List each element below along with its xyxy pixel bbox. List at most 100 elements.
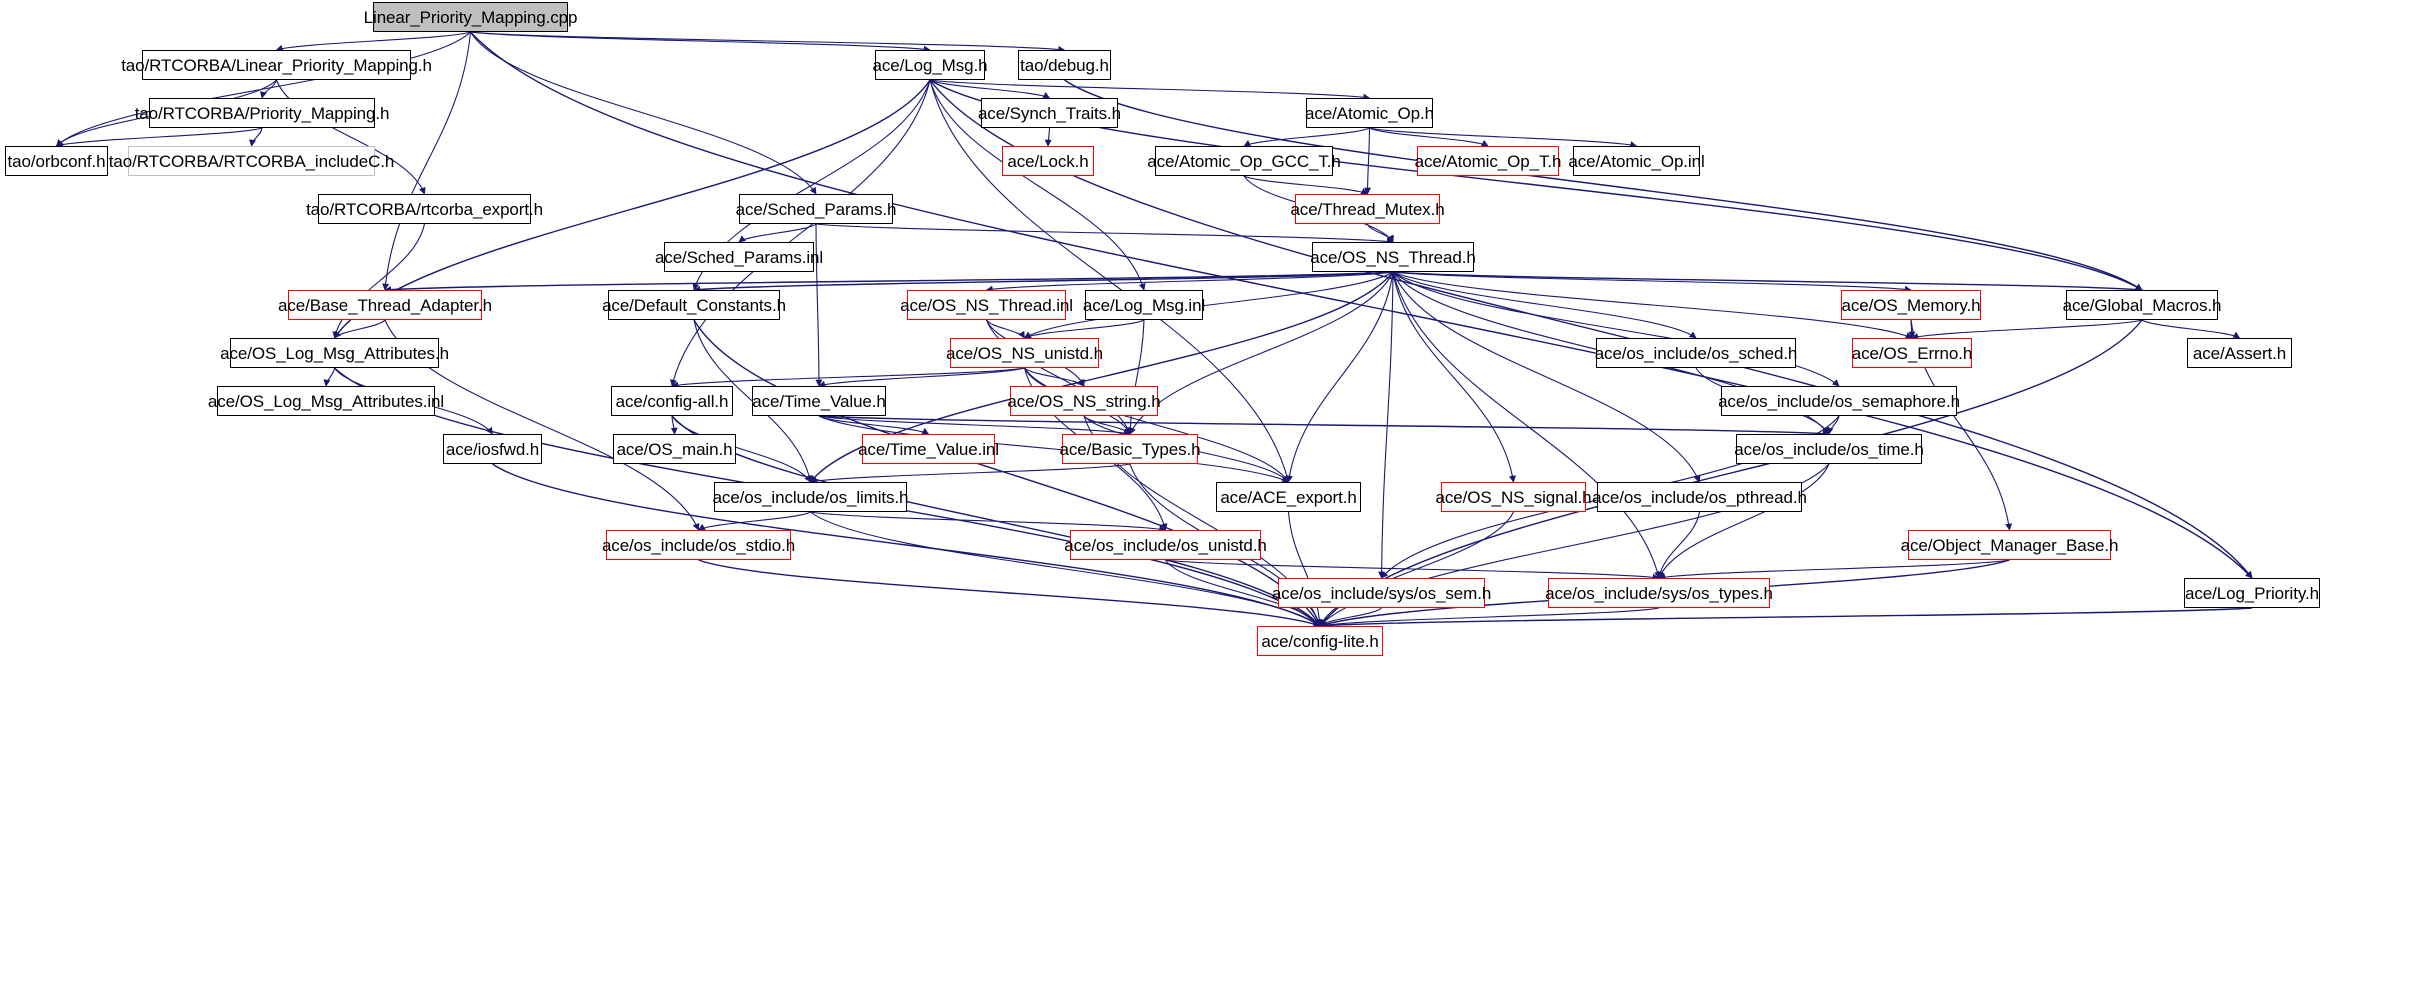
graph-node-root[interactable]: Linear_Priority_Mapping.cpp xyxy=(364,2,577,32)
graph-edge xyxy=(1287,511,1323,627)
graph-node-os_include_os_sema_h[interactable]: ace/os_include/os_semaphore.h xyxy=(1718,386,1960,416)
graph-node-os_include_os_sched_h[interactable]: ace/os_include/os_sched.h xyxy=(1595,338,1797,368)
graph-edge xyxy=(818,415,1131,437)
graph-node-thread_mutex_h[interactable]: ace/Thread_Mutex.h xyxy=(1290,194,1445,224)
graph-node-label: ace/Log_Msg.inl xyxy=(1082,295,1206,315)
graph-node-os_log_msg_attr_inl[interactable]: ace/OS_Log_Msg_Attributes.inl xyxy=(208,386,444,416)
graph-edge xyxy=(738,223,817,243)
graph-node-lock_h[interactable]: ace/Lock.h xyxy=(1002,146,1094,176)
graph-edge xyxy=(384,271,1394,294)
graph-node-label: ace/Synch_Traits.h xyxy=(977,103,1122,123)
graph-node-label: tao/orbconf.h xyxy=(7,151,106,171)
graph-node-sched_params_inl[interactable]: ace/Sched_Params.inl xyxy=(655,242,823,272)
graph-node-ace_export_h[interactable]: ace/ACE_export.h xyxy=(1216,482,1361,512)
graph-node-log_priority_h[interactable]: ace/Log_Priority.h xyxy=(2184,578,2320,608)
graph-edge xyxy=(1378,271,1394,579)
graph-node-synch_traits_h[interactable]: ace/Synch_Traits.h xyxy=(977,98,1122,128)
graph-edge xyxy=(1285,271,1394,483)
graph-node-os_ns_unistd_h[interactable]: ace/OS_NS_unistd.h xyxy=(946,338,1103,368)
graph-node-label: ace/OS_NS_Thread.h xyxy=(1310,247,1476,267)
graph-node-orbconf_h[interactable]: tao/orbconf.h xyxy=(5,146,108,176)
graph-node-prio_map_h[interactable]: tao/RTCORBA/Priority_Mapping.h xyxy=(135,98,389,128)
graph-edge xyxy=(1369,127,1638,148)
graph-node-label: ace/OS_NS_string.h xyxy=(1007,391,1161,411)
graph-node-os_include_os_stdio_h[interactable]: ace/os_include/os_stdio.h xyxy=(602,530,795,560)
graph-edge xyxy=(1083,415,1131,435)
graph-edge xyxy=(671,367,1025,389)
graph-node-os_ns_thread_h[interactable]: ace/OS_NS_Thread.h xyxy=(1310,242,1476,272)
graph-edge xyxy=(1656,511,1701,579)
graph-edge xyxy=(1392,271,1697,339)
graph-edge xyxy=(1243,127,1370,147)
graph-node-os_include_sys_os_sem_h[interactable]: ace/os_include/sys/os_sem.h xyxy=(1272,578,1491,608)
graph-node-atomic_op_gcc_t_h[interactable]: ace/Atomic_Op_GCC_T.h xyxy=(1147,146,1341,176)
graph-node-atomic_op_h[interactable]: ace/Atomic_Op.h xyxy=(1305,98,1434,128)
graph-edge xyxy=(1658,559,2010,581)
graph-node-label: ace/Base_Thread_Adapter.h xyxy=(278,295,492,315)
graph-node-label: ace/Atomic_Op_T.h xyxy=(1414,151,1562,171)
graph-node-time_value_h[interactable]: ace/Time_Value.h xyxy=(752,386,886,416)
graph-node-os_memory_h[interactable]: ace/OS_Memory.h xyxy=(1841,290,1981,320)
graph-node-iosfwd_h[interactable]: ace/iosfwd.h xyxy=(443,434,542,464)
graph-edge xyxy=(1319,607,1382,627)
graph-node-default_constants_h[interactable]: ace/Default_Constants.h xyxy=(602,290,786,320)
graph-node-config_all_h[interactable]: ace/config-all.h xyxy=(611,386,733,416)
graph-edge xyxy=(1319,607,2253,630)
graph-node-global_macros_h[interactable]: ace/Global_Macros.h xyxy=(2063,290,2221,320)
graph-edge xyxy=(1364,127,1372,195)
graph-node-label: ace/Default_Constants.h xyxy=(602,295,786,315)
graph-node-os_include_os_unistd_h[interactable]: ace/os_include/os_unistd.h xyxy=(1064,530,1267,560)
graph-node-os_errno_h[interactable]: ace/OS_Errno.h xyxy=(1852,338,1972,368)
graph-node-log_msg_inl[interactable]: ace/Log_Msg.inl xyxy=(1082,290,1206,320)
graph-node-assert_h[interactable]: ace/Assert.h xyxy=(2187,338,2292,368)
graph-node-base_thread_adapter_h[interactable]: ace/Base_Thread_Adapter.h xyxy=(278,290,492,320)
graph-node-os_include_os_pthread_h[interactable]: ace/os_include/os_pthread.h xyxy=(1592,482,1807,512)
graph-node-label: ace/Thread_Mutex.h xyxy=(1290,199,1445,219)
graph-node-label: tao/debug.h xyxy=(1020,55,1109,75)
graph-node-basic_types_h[interactable]: ace/Basic_Types.h xyxy=(1060,434,1201,464)
graph-node-config_lite_h[interactable]: ace/config-lite.h xyxy=(1257,626,1383,656)
graph-node-os_main_h[interactable]: ace/OS_main.h xyxy=(613,434,736,464)
graph-node-label: ace/config-lite.h xyxy=(1261,631,1379,651)
graph-node-rtcorba_includec_h[interactable]: tao/RTCORBA/RTCORBA_includeC.h xyxy=(109,146,394,176)
graph-edge xyxy=(1064,79,2143,291)
graph-node-rtcorba_export_h[interactable]: tao/RTCORBA/rtcorba_export.h xyxy=(306,194,543,224)
graph-edge xyxy=(249,127,263,147)
graph-node-label: ace/os_include/os_semaphore.h xyxy=(1718,391,1960,411)
graph-node-lpm_h[interactable]: tao/RTCORBA/Linear_Priority_Mapping.h xyxy=(121,50,432,80)
graph-node-label: tao/RTCORBA/Priority_Mapping.h xyxy=(134,103,390,123)
graph-edge xyxy=(1911,319,2143,340)
graph-node-label: ace/Atomic_Op.h xyxy=(1305,103,1434,123)
graph-edge xyxy=(1392,271,1516,483)
graph-node-atomic_op_inl[interactable]: ace/Atomic_Op.inl xyxy=(1568,146,1705,176)
graph-node-os_include_os_limits_h[interactable]: ace/os_include/os_limits.h xyxy=(713,482,909,512)
graph-node-label: tao/RTCORBA/rtcorba_export.h xyxy=(306,199,543,219)
graph-node-os_ns_signal_h[interactable]: ace/OS_NS_signal.h xyxy=(1436,482,1592,512)
graph-edge xyxy=(1023,271,1394,339)
graph-edge xyxy=(1044,127,1052,147)
graph-node-label: ace/os_include/os_stdio.h xyxy=(601,535,796,555)
graph-edge xyxy=(670,415,678,435)
graph-node-label: ace/Object_Manager_Base.h xyxy=(1900,535,2119,555)
graph-edge xyxy=(697,511,811,531)
graph-edge xyxy=(1826,415,1840,435)
graph-node-os_ns_string_h[interactable]: ace/OS_NS_string.h xyxy=(1007,386,1161,416)
graph-node-os_ns_thread_inl[interactable]: ace/OS_NS_Thread.inl xyxy=(900,290,1073,320)
graph-node-tao_debug_h[interactable]: tao/debug.h xyxy=(1018,50,1111,80)
graph-edge xyxy=(693,271,1394,293)
graph-node-os_include_os_time_h[interactable]: ace/os_include/os_time.h xyxy=(1734,434,1924,464)
graph-node-label: ace/iosfwd.h xyxy=(445,439,540,459)
graph-node-log_msg_h[interactable]: ace/Log_Msg.h xyxy=(873,50,988,80)
graph-node-os_log_msg_attr_h[interactable]: ace/OS_Log_Msg_Attributes.h xyxy=(220,338,449,368)
graph-node-object_manager_base_h[interactable]: ace/Object_Manager_Base.h xyxy=(1901,530,2118,560)
graph-node-label: ace/config-all.h xyxy=(615,391,729,411)
graph-edge xyxy=(929,79,1371,101)
graph-node-sched_params_h[interactable]: ace/Sched_Params.h xyxy=(736,194,896,224)
graph-node-label: ace/os_include/sys/os_types.h xyxy=(1545,583,1773,603)
graph-node-os_include_sys_os_types_h[interactable]: ace/os_include/sys/os_types.h xyxy=(1545,578,1773,608)
graph-node-time_value_inl[interactable]: ace/Time_Value.inl xyxy=(858,434,999,464)
graph-node-label: ace/OS_main.h xyxy=(616,439,733,459)
graph-edge xyxy=(1126,319,1145,435)
graph-node-atomic_op_t_h[interactable]: ace/Atomic_Op_T.h xyxy=(1414,146,1562,176)
